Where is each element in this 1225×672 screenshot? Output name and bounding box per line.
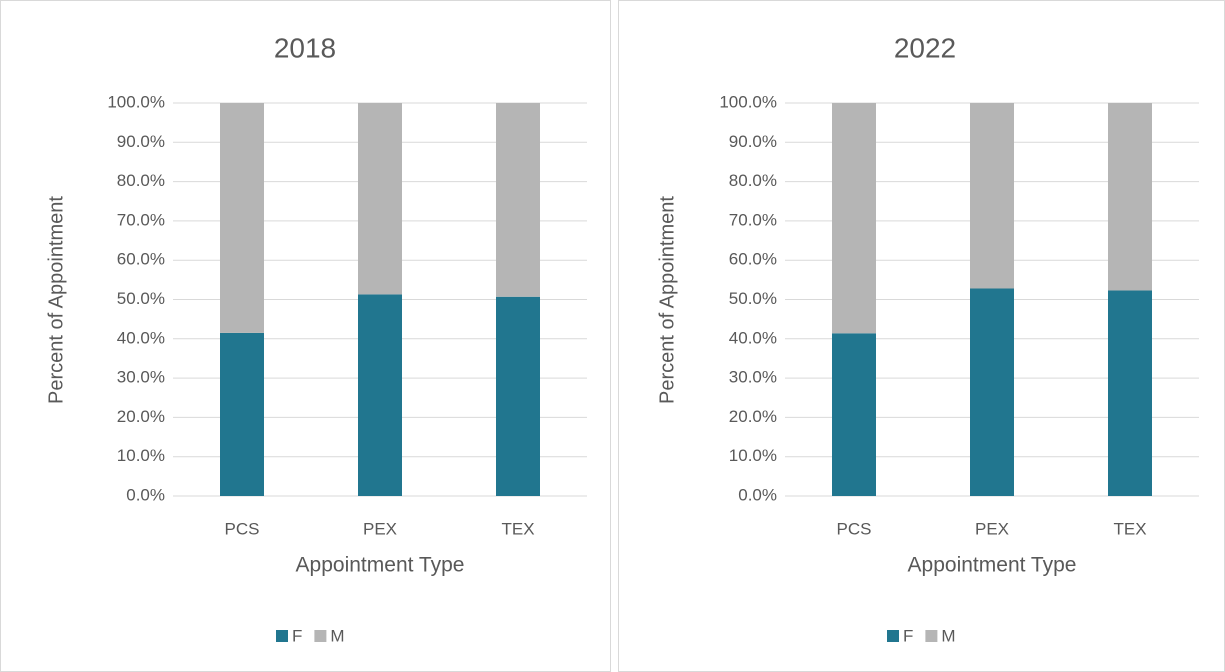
legend-swatch (314, 630, 327, 642)
bar-segment (970, 103, 1014, 289)
chart-title: 2022 (894, 32, 956, 63)
x-tick-label: PCS (837, 519, 872, 538)
bar-segment (496, 103, 540, 297)
y-axis-label: Percent of Appointment (656, 196, 678, 404)
y-tick-label: 10.0% (117, 446, 165, 465)
bar-segment (496, 296, 540, 496)
y-tick-label: 100.0% (107, 92, 165, 111)
y-tick-label: 40.0% (729, 328, 777, 347)
legend-swatch (887, 630, 899, 642)
y-tick-label: 50.0% (729, 289, 777, 308)
legend-label: M (330, 626, 344, 645)
legend-label: F (903, 626, 913, 645)
bar-segment (220, 103, 264, 333)
x-tick-label: TEX (501, 519, 534, 538)
legend-label: M (941, 626, 955, 645)
y-tick-label: 90.0% (117, 132, 165, 151)
bar-segment (1108, 103, 1152, 291)
y-tick-label: 0.0% (738, 485, 777, 504)
y-tick-label: 20.0% (729, 407, 777, 426)
x-axis-label: Appointment Type (296, 554, 465, 577)
y-tick-label: 50.0% (117, 289, 165, 308)
bar-segment (220, 332, 264, 496)
y-tick-label: 100.0% (719, 92, 777, 111)
y-tick-label: 30.0% (729, 368, 777, 387)
y-tick-label: 40.0% (117, 328, 165, 347)
x-tick-label: PEX (363, 519, 397, 538)
x-tick-label: PCS (225, 519, 260, 538)
bar-segment (358, 294, 402, 496)
bar-segment (832, 103, 876, 334)
y-tick-label: 60.0% (117, 250, 165, 269)
bar-segment (970, 288, 1014, 496)
chart-title: 2018 (274, 32, 336, 63)
bar-segment (358, 103, 402, 295)
y-tick-label: 70.0% (117, 210, 165, 229)
y-axis-label: Percent of Appointment (45, 196, 67, 404)
legend-swatch (925, 630, 938, 642)
x-tick-label: TEX (1113, 519, 1146, 538)
y-tick-label: 80.0% (117, 171, 165, 190)
y-tick-label: 30.0% (117, 368, 165, 387)
y-tick-label: 90.0% (729, 132, 777, 151)
y-tick-label: 60.0% (729, 250, 777, 269)
y-tick-label: 80.0% (729, 171, 777, 190)
legend-swatch (276, 630, 288, 642)
x-axis-label: Appointment Type (908, 554, 1077, 577)
legend-label: F (292, 626, 302, 645)
y-tick-label: 20.0% (117, 407, 165, 426)
bar-segment (832, 333, 876, 496)
y-tick-label: 0.0% (126, 485, 165, 504)
bar-segment (1108, 290, 1152, 496)
y-tick-label: 10.0% (729, 446, 777, 465)
y-tick-label: 70.0% (729, 210, 777, 229)
x-tick-label: PEX (975, 519, 1009, 538)
